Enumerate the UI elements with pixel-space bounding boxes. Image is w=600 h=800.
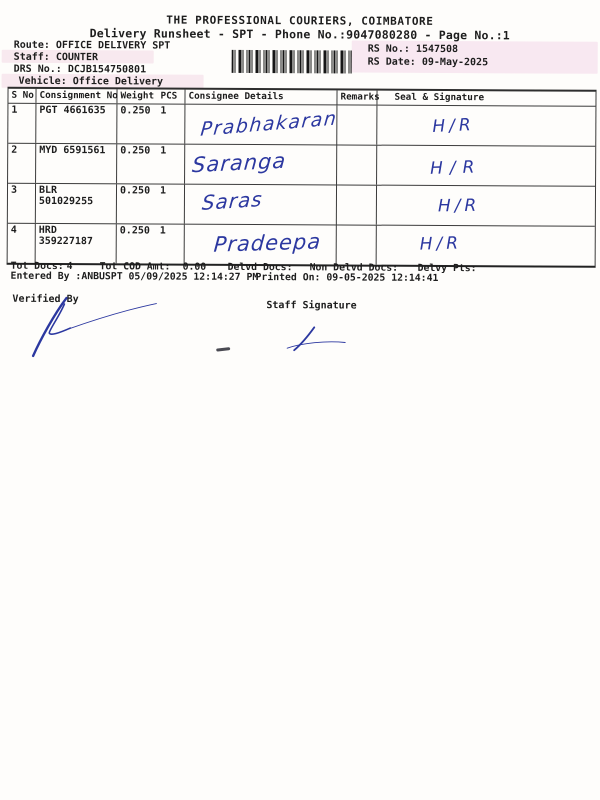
- seal-handwritten-mark: H/R: [419, 233, 463, 255]
- row-s-no: 1: [8, 103, 37, 143]
- row-pcs: 1: [159, 225, 166, 237]
- row-weight-pcs: 0.250 1: [117, 144, 186, 184]
- header-pcs: PCS: [160, 90, 178, 102]
- header-seal-signature: Seal & Signature: [394, 91, 485, 104]
- vehicle-label: Vehicle:: [18, 75, 67, 88]
- row-pcs: 1: [160, 105, 167, 117]
- consignee-handwritten-name: Pradeepa: [212, 229, 323, 257]
- route-value: OFFICE DELIVERY SPT: [55, 39, 171, 52]
- drs-line: DRS No.: DCJB154750801: [14, 64, 147, 76]
- printed-on-line: Printed On: 09-05-2025 12:14:41: [255, 272, 439, 284]
- verified-by-signature: [31, 296, 157, 358]
- vehicle-value: Office Delivery: [72, 76, 164, 88]
- row-pcs: 1: [160, 145, 167, 157]
- header-s-no: S No: [8, 88, 37, 103]
- row-weight-pcs: 0.250 1: [116, 184, 186, 224]
- row-s-no: 2: [8, 143, 37, 183]
- table-body: 1 PGT 4661635 0.250 1 Prabhakaran H/R 2 M…: [7, 103, 596, 266]
- rs-no-label: RS No.:: [367, 43, 410, 55]
- row-seal-cell: H/R: [377, 226, 595, 266]
- route-line: Route: OFFICE DELIVERY SPT: [14, 40, 171, 52]
- row-consignment-no: MYD 6591561: [36, 143, 118, 184]
- route-label: Route:: [13, 39, 50, 51]
- seal-handwritten-mark: H/R: [431, 115, 476, 138]
- header-weight-pcs: Weight PCS: [117, 89, 186, 104]
- header-weight: Weight: [120, 90, 155, 102]
- row-weight-pcs: 0.250 1: [116, 224, 185, 264]
- row-s-no: 3: [7, 183, 37, 223]
- staff-value: COUNTER: [55, 51, 99, 64]
- barcode-icon: [231, 49, 352, 74]
- rs-no-line: RS No.: 1547508: [368, 44, 458, 55]
- row-remarks-cell: [337, 145, 378, 185]
- row-consignee-cell: Prabhakaran: [185, 104, 339, 145]
- staff-label: Staff:: [13, 51, 50, 63]
- consignee-handwritten-name: Prabhakaran: [199, 107, 339, 141]
- rs-date-value: 09-May-2025: [421, 56, 489, 69]
- row-remarks-cell: [336, 225, 377, 265]
- entered-by-line: Entered By :ANBUSPT 05/09/2025 12:14:27 …: [10, 270, 259, 284]
- row-weight: 0.250: [119, 185, 151, 197]
- drs-label: DRS No.:: [13, 63, 62, 76]
- row-remarks-cell: [336, 185, 378, 225]
- vehicle-line: Vehicle: Office Delivery: [19, 76, 164, 88]
- header-remarks: Remarks: [337, 90, 380, 105]
- row-weight-pcs: 0.250 1: [117, 104, 186, 144]
- row-consignee-cell: Pradeepa: [184, 224, 337, 265]
- row-consignment-no: HRD 359227187: [35, 223, 117, 264]
- rs-date-label: RS Date:: [367, 56, 416, 68]
- row-s-no: 4: [7, 223, 36, 263]
- row-consignment-no: BLR 501029255: [35, 183, 118, 224]
- row-seal-cell: H/R: [377, 106, 595, 146]
- row-pcs: 1: [159, 185, 167, 197]
- rs-date-line: RS Date: 09-May-2025: [368, 57, 488, 69]
- seal-handwritten-mark: H/R: [437, 195, 481, 217]
- table-row: 1 PGT 4661635 0.250 1 Prabhakaran H/R: [8, 103, 596, 147]
- stray-ink-mark: [216, 347, 231, 352]
- row-seal-cell: H/R: [377, 186, 595, 226]
- row-weight: 0.250: [119, 225, 150, 237]
- consignee-handwritten-name: Saras: [201, 186, 264, 215]
- row-consignee-cell: Saranga: [185, 144, 338, 185]
- staff-line: Staff: COUNTER: [14, 52, 98, 63]
- rs-no-value: 1547508: [415, 43, 459, 56]
- seal-handwritten-mark: H/R: [429, 157, 482, 179]
- row-seal-cell: H/R: [377, 146, 595, 186]
- staff-signature-mark: [286, 326, 346, 352]
- row-weight: 0.250: [120, 105, 151, 117]
- drs-value: DCJB154750801: [67, 64, 147, 76]
- table-row: 4 HRD 359227187 0.250 1 Pradeepa H/R: [7, 223, 595, 266]
- table-row: 2 MYD 6591561 0.250 1 Saranga H/R: [8, 143, 596, 187]
- row-consignee-cell: Saras: [184, 184, 338, 225]
- consignment-table: S No Consignment No Weight PCS Consignee …: [6, 86, 597, 268]
- header-consignee-details: Consignee Details: [185, 89, 338, 105]
- staff-signature-label: Staff Signature: [266, 300, 357, 312]
- row-consignment-no: PGT 4661635: [36, 103, 118, 144]
- row-weight: 0.250: [120, 145, 151, 157]
- row-remarks-cell: [337, 105, 378, 145]
- table-row: 3 BLR 501029255 0.250 1 Saras H/R: [7, 183, 596, 227]
- header-consignment-no: Consignment No: [36, 88, 118, 104]
- consignee-handwritten-name: Saranga: [191, 148, 288, 178]
